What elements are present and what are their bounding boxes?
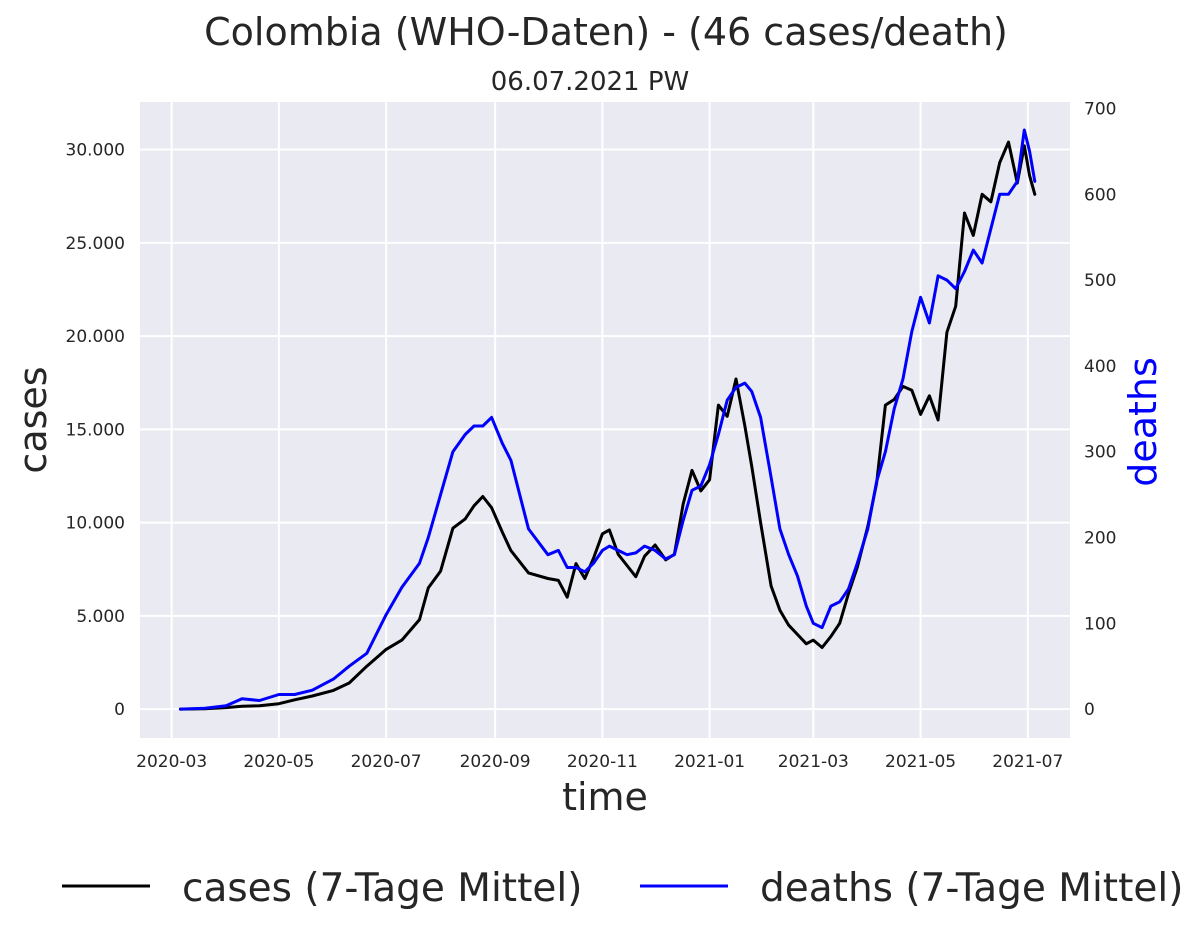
y2-tick-label: 0 <box>1084 700 1095 720</box>
x-tick-label: 2020-07 <box>351 752 422 772</box>
chart-subtitle: 06.07.2021 PW <box>491 67 690 97</box>
y-tick-label: 20.000 <box>66 327 125 347</box>
series <box>178 128 1037 711</box>
y2-tick-label: 300 <box>1084 443 1116 463</box>
right-y-axis-ticks: 0 100 200 300 400 500 600 700 <box>1084 100 1116 721</box>
y2-tick-label: 700 <box>1084 100 1116 120</box>
x-tick-label: 2020-05 <box>243 752 314 772</box>
y2-tick-label: 400 <box>1084 357 1116 377</box>
y-axis-label: cases <box>11 366 55 473</box>
left-y-axis-ticks: 0 5.000 10.000 15.000 20.000 25.000 30.000 <box>66 141 125 721</box>
x-tick-label: 2021-01 <box>674 752 745 772</box>
y-tick-label: 15.000 <box>66 420 125 440</box>
y-tick-label: 0 <box>114 700 125 720</box>
y-tick-label: 5.000 <box>76 607 125 627</box>
x-tick-label: 2020-09 <box>460 752 531 772</box>
x-axis-label: time <box>562 775 648 819</box>
x-tick-label: 2020-11 <box>567 752 638 772</box>
y2-axis-label: deaths <box>1121 357 1165 487</box>
plot-area <box>140 102 1070 738</box>
x-tick-label: 2020-03 <box>136 752 207 772</box>
y2-tick-label: 500 <box>1084 271 1116 291</box>
chart-title: Colombia (WHO-Daten) - (46 cases/death) <box>204 10 1008 54</box>
cases-series-line <box>178 140 1037 711</box>
x-axis-ticks: 2020-03 2020-05 2020-07 2020-09 2020-11 2021-… <box>136 752 1063 772</box>
x-tick-label: 2021-05 <box>885 752 956 772</box>
y-tick-label: 30.000 <box>66 141 125 161</box>
y-tick-label: 10.000 <box>66 514 125 534</box>
legend-label-cases: cases (7-Tage Mittel) <box>182 866 582 911</box>
legend: cases (7-Tage Mittel) deaths (7-Tage Mit… <box>62 866 1183 911</box>
y-tick-label: 25.000 <box>66 234 125 254</box>
y2-tick-label: 600 <box>1084 185 1116 205</box>
deaths-series-line <box>178 128 1037 711</box>
y2-tick-label: 200 <box>1084 528 1116 548</box>
legend-label-deaths: deaths (7-Tage Mittel) <box>760 866 1183 911</box>
y2-tick-label: 100 <box>1084 614 1116 634</box>
x-tick-label: 2021-03 <box>778 752 849 772</box>
x-tick-label: 2021-07 <box>992 752 1063 772</box>
grid <box>140 102 1070 738</box>
